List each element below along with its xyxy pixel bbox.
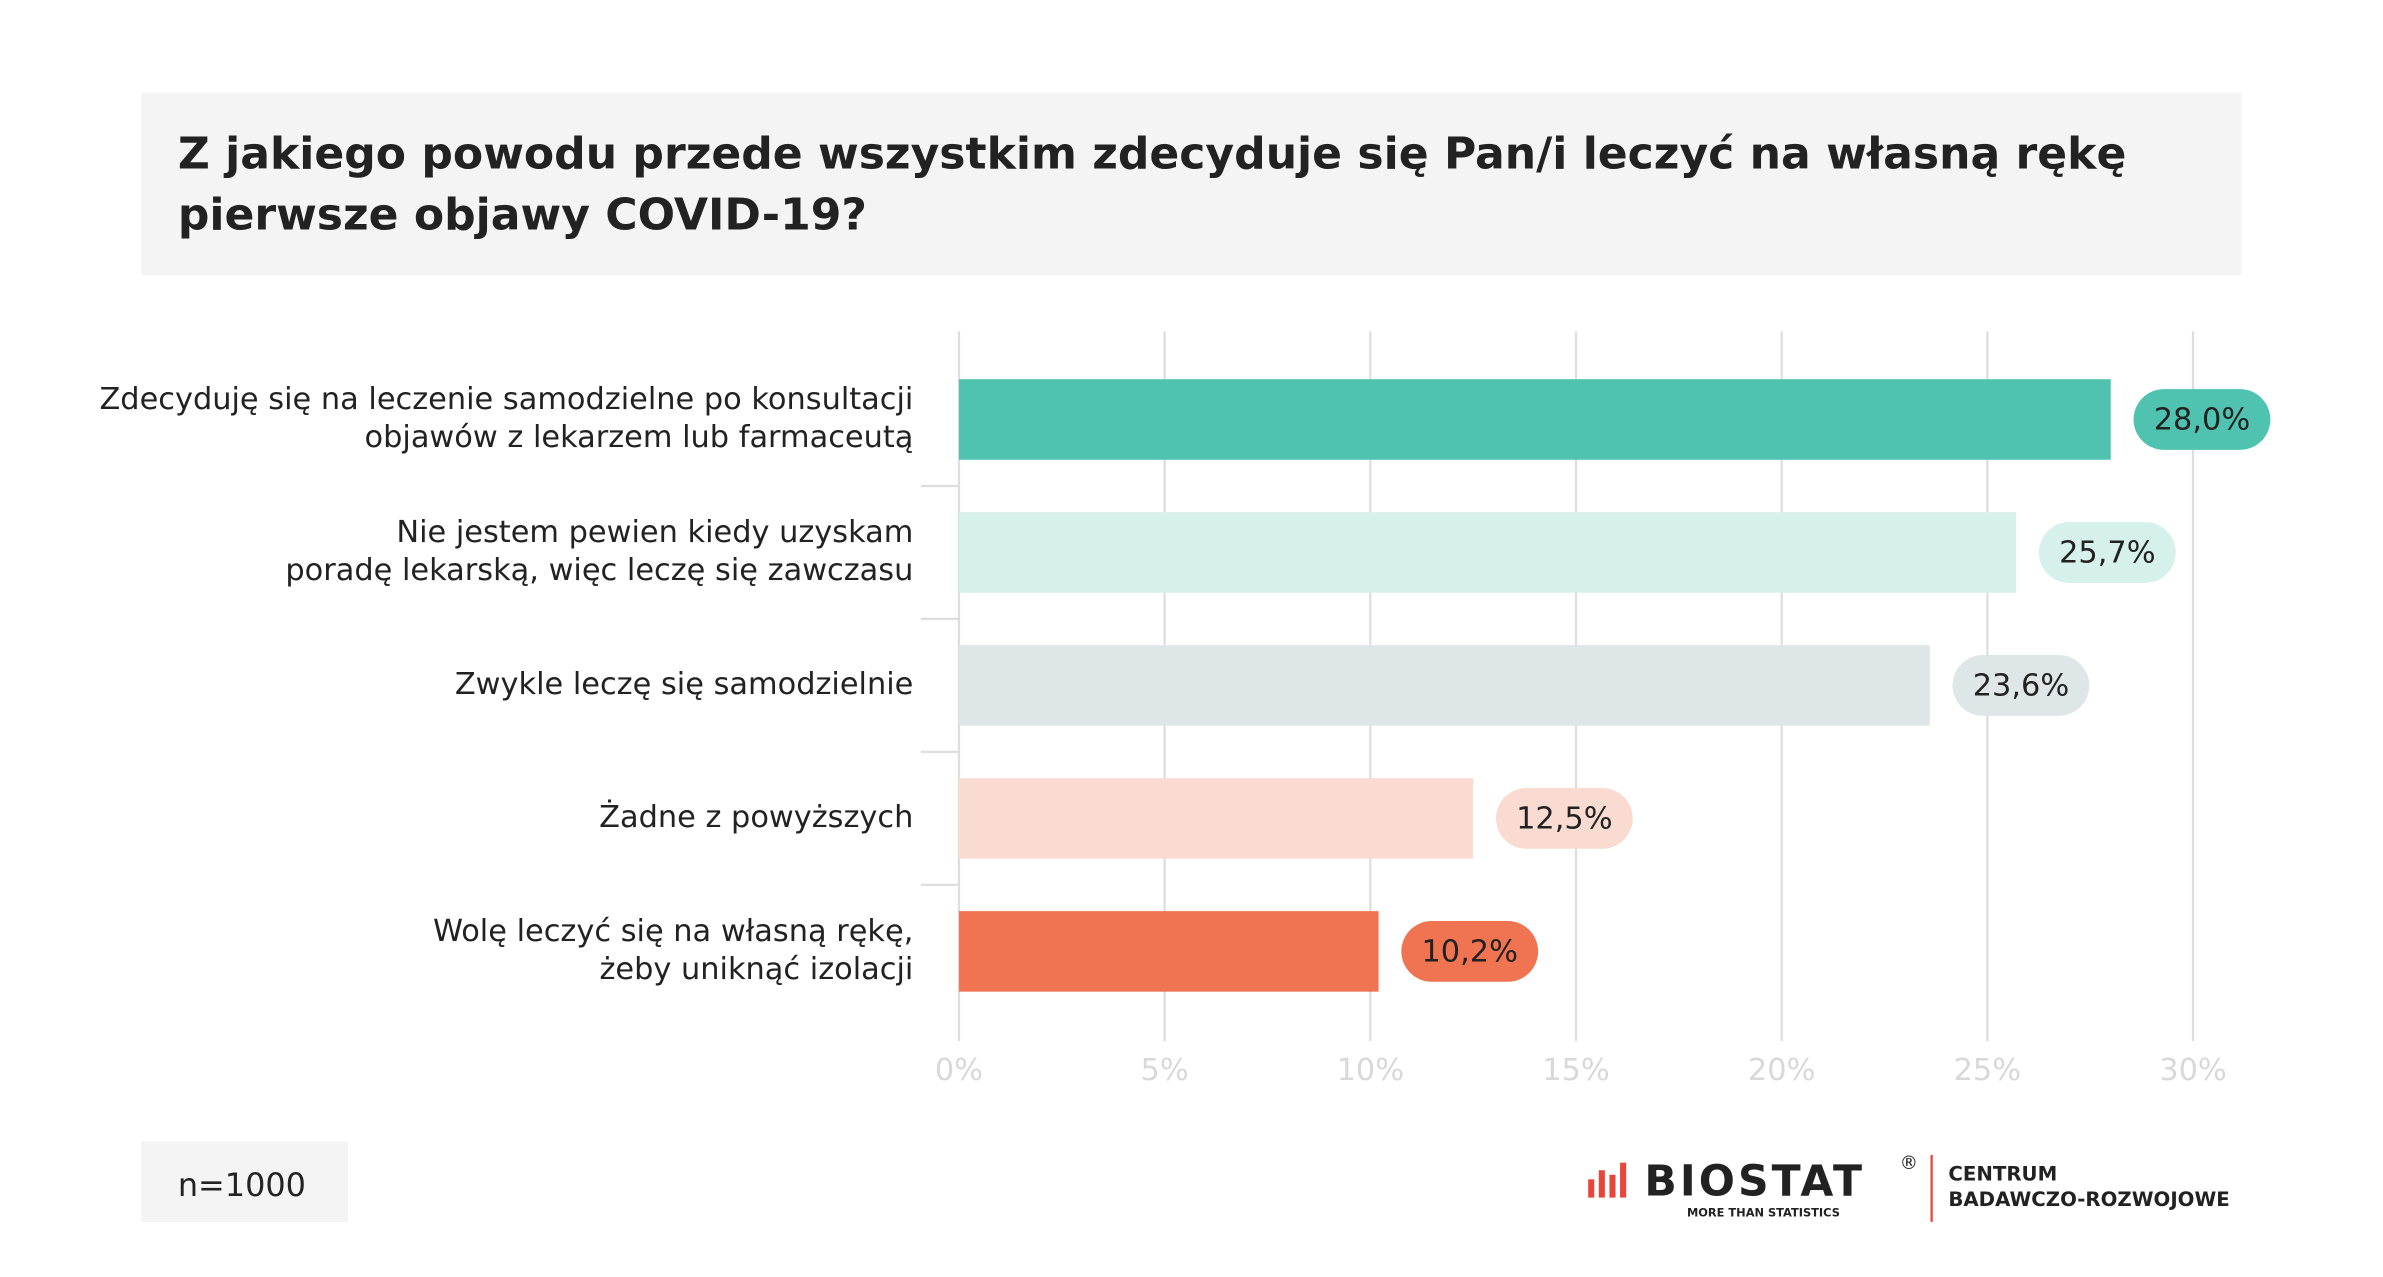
logo-unit: CENTRUM (1948, 1162, 2057, 1185)
y-tick-label: Nie jestem pewien kiedy uzyskam (396, 515, 913, 550)
x-tick-label: 15% (1542, 1053, 1610, 1088)
x-tick-label: 10% (1337, 1053, 1405, 1088)
x-tick-label: 20% (1748, 1053, 1816, 1088)
chart-title: pierwsze objawy COVID-19? (178, 189, 867, 240)
value-label: 25,7% (2059, 535, 2156, 570)
value-pill (1952, 655, 2090, 716)
logo-mark: ® (1900, 1153, 1918, 1174)
value-pill (2133, 389, 2271, 450)
note-box (141, 1141, 349, 1222)
logo-unit: BADAWCZO-ROZWOJOWE (1948, 1188, 2229, 1211)
logo-bars (1588, 1162, 1627, 1198)
bar (958, 778, 1474, 859)
y-tick-label: objawów z lekarzem lub farmaceutą (365, 420, 914, 455)
value-label: 10,2% (1421, 934, 1518, 969)
y-tick-label: Żadne z powyższych (599, 799, 913, 835)
value-label: 12,5% (1516, 801, 1613, 836)
note: n=1000 (178, 1166, 306, 1204)
value-pill (1401, 921, 1539, 982)
y-tick-label: Zdecyduję się na leczenie samodzielne po… (100, 382, 914, 417)
title-box (141, 92, 2242, 276)
logo-tagline: MORE THAN STATISTICS (1687, 1205, 1840, 1219)
y-tick-label: żeby uniknąć izolacji (599, 952, 913, 987)
value-label: 23,6% (1973, 668, 2069, 703)
value-label: 28,0% (2154, 402, 2251, 437)
value-pill (1495, 788, 1633, 849)
bar (958, 379, 2111, 460)
y-tick-label: Wolę leczyć się na własną rękę, (433, 914, 913, 949)
x-tick-label: 5% (1141, 1053, 1189, 1088)
chart-title: Z jakiego powodu przede wszystkim zdecyd… (178, 129, 2127, 180)
x-tick-label: 25% (1954, 1053, 2022, 1088)
y-tick-label: poradę lekarską, więc leczę się zawczasu (285, 553, 913, 588)
bar (958, 911, 1379, 992)
logo-name: BIOSTAT (1644, 1157, 1865, 1206)
y-tick-label: Zwykle leczę się samodzielnie (455, 667, 914, 702)
bar (958, 512, 2017, 593)
bar (958, 645, 1930, 726)
value-pill (2038, 522, 2176, 583)
x-tick-label: 30% (2159, 1053, 2227, 1088)
x-tick-label: 0% (935, 1053, 983, 1088)
